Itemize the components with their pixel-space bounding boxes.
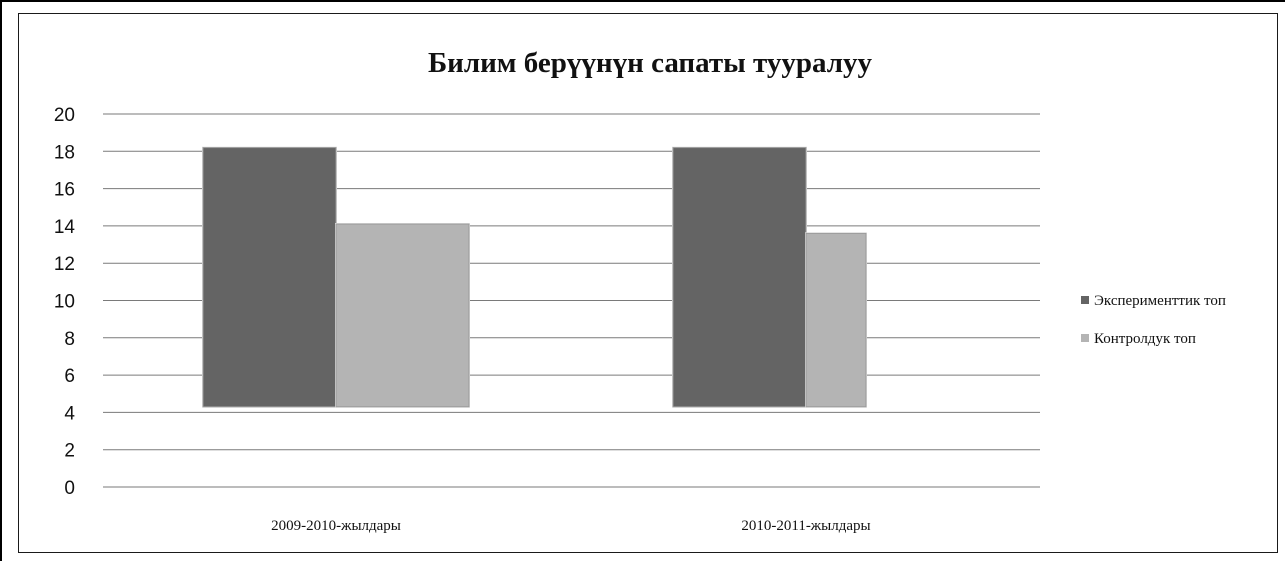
y-tick-label: 20 [54,105,75,126]
x-axis-ticks: 2009-2010-жылдары 2010-2011-жылдары [271,518,871,534]
y-tick-label: 18 [54,142,75,163]
bar-control-0 [335,223,470,408]
y-tick-label: 4 [64,403,75,424]
legend-swatch [1081,296,1089,304]
y-tick-label: 2 [64,441,75,462]
y-tick-label: 16 [54,180,75,201]
legend: Эксперименттик топ Контролдук топ [1081,293,1226,347]
y-tick-label: 6 [64,366,75,387]
y-tick-label: 12 [54,254,75,275]
y-tick-label: 10 [54,292,75,313]
chart-title: Билим берүүнүн сапаты тууралуу [428,47,873,79]
y-tick-label: 14 [54,217,76,238]
legend-label: Контролдук топ [1094,331,1196,347]
legend-label: Эксперименттик топ [1094,293,1226,309]
y-tick-label: 0 [64,478,75,499]
bar-experimental-1 [672,147,807,408]
y-tick-label: 8 [64,329,75,350]
bar-control-1 [805,232,867,408]
legend-swatch [1081,334,1089,342]
x-tick-label: 2009-2010-жылдары [271,518,401,534]
y-axis-ticks: 0 2 4 6 8 10 12 14 16 18 20 [54,105,76,499]
bars [202,146,867,408]
page-border-top [0,0,1285,2]
bar-experimental-0 [202,147,337,408]
x-tick-label: 2010-2011-жылдары [741,518,870,534]
page-border-left [0,0,2,561]
